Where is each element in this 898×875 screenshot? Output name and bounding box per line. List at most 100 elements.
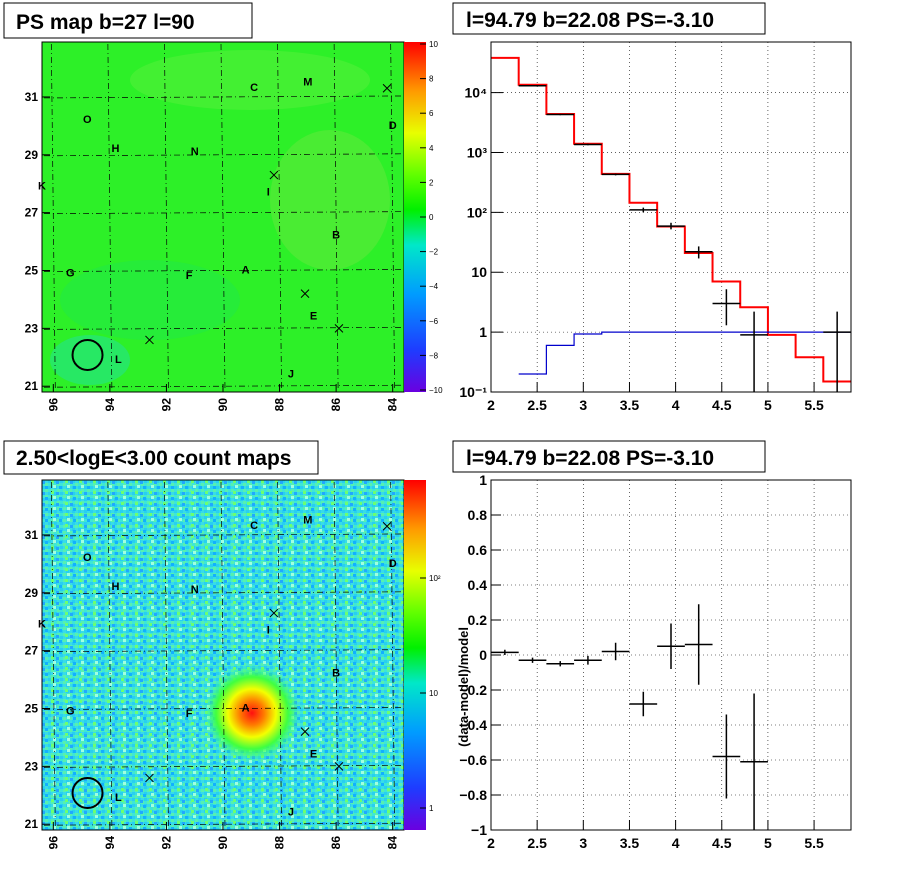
map-cross-marker <box>334 762 344 771</box>
map-source-label: O <box>83 114 92 126</box>
map-gridline <box>50 43 56 391</box>
map-cross-marker <box>269 170 279 180</box>
map-source-label: O <box>83 552 92 564</box>
map-gridline <box>390 481 396 829</box>
spectrum-ytick-label: 1 <box>479 324 487 340</box>
map-source-label: F <box>186 270 193 282</box>
map-cross-marker <box>300 289 310 299</box>
map-ytick-label: 27 <box>25 206 39 220</box>
map-gridline <box>107 481 113 829</box>
spectrum-ytick-label: 10⁻¹ <box>459 384 487 400</box>
map-source-label: B <box>332 230 340 242</box>
map-ytick-label: 25 <box>25 264 39 278</box>
spectrum-xtick-label: 3 <box>579 397 587 413</box>
map-xtick-label: 86 <box>329 398 343 412</box>
colorbar-tick-label: −4 <box>429 282 439 291</box>
psmap-title: PS map b=27 l=90 <box>16 11 195 34</box>
colorbar-tick-label: 10 <box>429 689 438 698</box>
map-source-label: G <box>66 267 75 279</box>
map-source-label: J <box>288 369 294 381</box>
psmap-texture <box>60 260 240 340</box>
map-cross-marker <box>145 773 154 783</box>
map-source-label: I <box>267 186 270 198</box>
colorbar-tick-label: 6 <box>429 109 434 118</box>
map-ytick-label: 31 <box>25 90 39 104</box>
spectrum-title: l=94.79 b=22.08 PS=-3.10 <box>466 9 714 32</box>
spectrum-ytick-label: 10⁴ <box>465 85 488 101</box>
map-ytick-label: 25 <box>25 702 39 716</box>
residual-xtick-label: 5.5 <box>804 835 824 851</box>
map-source-label: H <box>112 143 120 155</box>
map-source-label: D <box>389 120 397 132</box>
map-gridline <box>333 481 339 829</box>
map-xtick-label: 94 <box>103 836 117 850</box>
map-source-label: A <box>242 264 250 276</box>
map-xtick-label: 86 <box>329 836 343 850</box>
map-source-label: C <box>250 520 258 532</box>
psmap-texture <box>50 335 130 385</box>
map-cross-marker <box>382 83 392 93</box>
map-gridline <box>220 43 226 391</box>
map-source-label: B <box>332 668 340 680</box>
spectrum-panel: 2 2.5 3 3.5 4 4.5 5 5.5 10⁻¹ 1 10 10² 10³ 10⁴ l=94.79… <box>452 2 852 413</box>
map-gridline <box>107 43 113 391</box>
colorbar-tick-label: 2 <box>429 178 434 187</box>
spectrum-xtick-label: 5 <box>764 397 772 413</box>
colorbar-tick-label: 1 <box>429 804 434 813</box>
map-gridline <box>277 481 282 829</box>
map-xtick-label: 88 <box>273 836 287 850</box>
map-cross-marker <box>269 608 279 618</box>
map-source-label: L <box>115 792 122 804</box>
map-xtick-label: 84 <box>386 836 400 850</box>
spectrum-frame <box>490 41 852 393</box>
residual-xtick-label: 3 <box>579 835 587 851</box>
map-gridline <box>50 481 56 829</box>
colorbar-tick-label: −10 <box>429 386 443 395</box>
map-xtick-label: 92 <box>159 836 173 850</box>
spectrum-xtick-label: 3.5 <box>620 397 640 413</box>
spectrum-ytick-label: 10³ <box>467 144 488 160</box>
map-gridline <box>277 43 282 391</box>
map-gridline <box>164 43 169 391</box>
map-xtick-label: 96 <box>46 398 60 412</box>
residual-xtick-label: 4 <box>672 835 680 851</box>
residual-xtick-label: 3.5 <box>620 835 640 851</box>
residual-ytick-label: 1 <box>479 472 487 488</box>
map-ytick-label: 27 <box>25 644 39 658</box>
residual-ytick-label: 0.2 <box>468 612 488 628</box>
psmap-texture <box>130 50 370 110</box>
map-ytick-label: 29 <box>25 148 39 162</box>
map-ytick-label: 29 <box>25 586 39 600</box>
map-source-label: M <box>303 514 312 526</box>
residual-ytick-label: 0.6 <box>468 542 488 558</box>
map-source-label: N <box>191 584 199 596</box>
map-xtick-label: 96 <box>46 836 60 850</box>
psmap-texture <box>270 130 390 270</box>
map-roi-circle <box>71 776 104 809</box>
map-cross-marker <box>334 324 344 333</box>
residual-xtick-label: 4.5 <box>712 835 732 851</box>
residual-xtick-label: 5 <box>764 835 772 851</box>
map-cross-marker <box>300 727 310 737</box>
map-source-label: A <box>242 702 250 714</box>
countmap-colorbar <box>404 480 426 830</box>
map-source-label: E <box>310 749 317 761</box>
spectrum-step-series <box>491 56 851 383</box>
map-xtick-label: 90 <box>216 398 230 412</box>
map-cross-marker <box>382 521 392 531</box>
map-source-label: J <box>288 807 294 819</box>
map-cross-marker <box>145 335 154 345</box>
spectrum-xtick-label: 2.5 <box>527 397 547 413</box>
colorbar-tick-label: −2 <box>429 248 439 257</box>
map-source-label: G <box>66 705 75 717</box>
colorbar-tick-label: 10 <box>429 40 438 49</box>
residual-xtick-label: 2 <box>487 835 495 851</box>
residual-title-box <box>452 440 766 473</box>
map-source-label: E <box>310 311 317 323</box>
map-source-label: I <box>267 624 270 636</box>
map-gridline <box>164 481 169 829</box>
spectrum-xtick-label: 2 <box>487 397 495 413</box>
